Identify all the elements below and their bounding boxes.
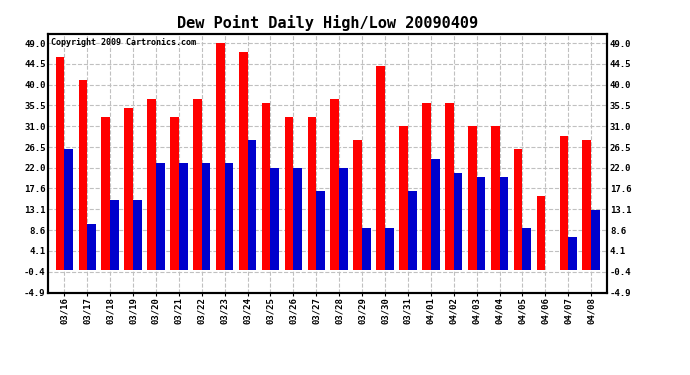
- Bar: [56, 57, 64, 270]
- Bar: [560, 136, 569, 270]
- Bar: [522, 228, 531, 270]
- Title: Dew Point Daily High/Low 20090409: Dew Point Daily High/Low 20090409: [177, 15, 478, 31]
- Bar: [431, 159, 440, 270]
- Bar: [385, 228, 394, 270]
- Bar: [339, 168, 348, 270]
- Bar: [225, 164, 233, 270]
- Bar: [248, 140, 256, 270]
- Bar: [376, 66, 385, 270]
- Bar: [316, 191, 325, 270]
- Bar: [331, 99, 339, 270]
- Bar: [179, 164, 188, 270]
- Bar: [239, 52, 248, 270]
- Bar: [124, 108, 133, 270]
- Bar: [64, 150, 73, 270]
- Bar: [285, 117, 293, 270]
- Bar: [445, 103, 454, 270]
- Bar: [400, 126, 408, 270]
- Bar: [293, 168, 302, 270]
- Bar: [87, 224, 96, 270]
- Bar: [110, 200, 119, 270]
- Bar: [147, 99, 156, 270]
- Bar: [514, 150, 522, 270]
- Bar: [170, 117, 179, 270]
- Bar: [500, 177, 509, 270]
- Bar: [591, 210, 600, 270]
- Bar: [216, 43, 225, 270]
- Text: Copyright 2009 Cartronics.com: Copyright 2009 Cartronics.com: [51, 38, 196, 46]
- Bar: [270, 168, 279, 270]
- Bar: [362, 228, 371, 270]
- Bar: [454, 172, 462, 270]
- Bar: [156, 164, 165, 270]
- Bar: [408, 191, 417, 270]
- Bar: [133, 200, 141, 270]
- Bar: [201, 164, 210, 270]
- Bar: [477, 177, 485, 270]
- Bar: [491, 126, 500, 270]
- Bar: [569, 237, 577, 270]
- Bar: [468, 126, 477, 270]
- Bar: [582, 140, 591, 270]
- Bar: [353, 140, 362, 270]
- Bar: [308, 117, 316, 270]
- Bar: [422, 103, 431, 270]
- Bar: [193, 99, 201, 270]
- Bar: [262, 103, 270, 270]
- Bar: [537, 196, 545, 270]
- Bar: [101, 117, 110, 270]
- Bar: [79, 80, 87, 270]
